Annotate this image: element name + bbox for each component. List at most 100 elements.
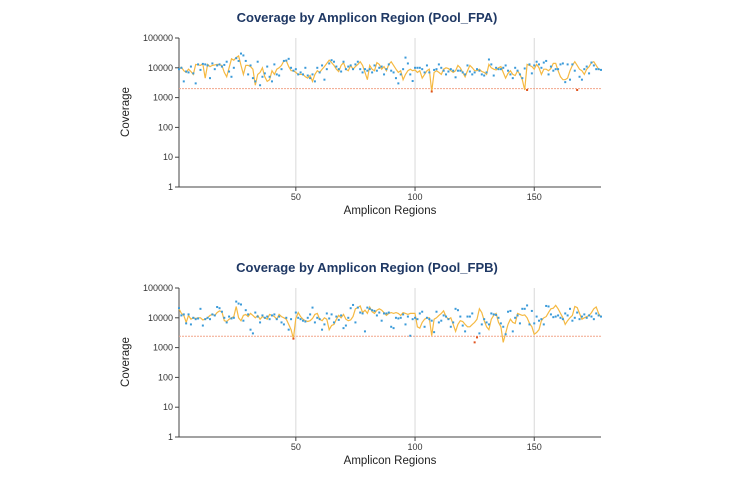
coverage-point	[359, 311, 362, 314]
coverage-point	[600, 68, 602, 71]
coverage-point	[306, 74, 309, 77]
coverage-point	[547, 305, 550, 308]
coverage-point	[552, 316, 555, 319]
coverage-point	[239, 303, 242, 306]
coverage-point	[416, 66, 419, 69]
coverage-point	[480, 323, 483, 326]
coverage-point	[363, 330, 366, 333]
coverage-point	[530, 72, 533, 75]
coverage-point	[440, 319, 443, 322]
coverage-point	[499, 322, 502, 325]
coverage-point	[533, 322, 536, 325]
coverage-point	[182, 80, 185, 83]
coverage-point	[366, 69, 369, 72]
coverage-point	[442, 314, 445, 317]
coverage-point	[299, 318, 302, 321]
coverage-point	[425, 316, 428, 319]
coverage-point	[526, 304, 529, 307]
coverage-point	[449, 68, 452, 71]
coverage-point	[487, 58, 490, 61]
coverage-point	[380, 319, 383, 322]
coverage-point	[454, 307, 457, 310]
coverage-point	[452, 321, 455, 324]
coverage-point	[418, 312, 421, 315]
coverage-line	[178, 54, 602, 92]
coverage-point	[211, 62, 214, 65]
coverage-point	[311, 73, 314, 76]
coverage-point	[368, 68, 371, 71]
y-tick-label: 10	[163, 402, 173, 412]
coverage-point	[490, 312, 493, 315]
coverage-point	[266, 315, 269, 318]
low-coverage-point	[430, 90, 433, 93]
coverage-point	[347, 316, 350, 319]
coverage-point	[530, 309, 533, 312]
x-tick-label: 150	[527, 192, 542, 202]
coverage-point	[399, 73, 402, 76]
coverage-point	[371, 71, 374, 74]
coverage-point	[373, 309, 376, 312]
coverage-point	[352, 303, 355, 306]
coverage-point	[225, 321, 228, 324]
coverage-point	[263, 316, 266, 319]
coverage-point	[189, 65, 192, 68]
coverage-point	[268, 318, 271, 321]
coverage-point	[514, 316, 517, 319]
coverage-point	[425, 64, 428, 67]
coverage-point	[232, 66, 235, 69]
coverage-point	[588, 72, 591, 75]
coverage-point	[549, 313, 552, 316]
coverage-point	[366, 306, 369, 309]
coverage-point	[499, 68, 502, 71]
coverage-point	[573, 69, 576, 72]
coverage-point	[504, 333, 507, 336]
y-axis-label: Coverage	[120, 337, 132, 387]
coverage-point	[378, 311, 381, 314]
coverage-point	[194, 318, 197, 321]
coverage-point	[578, 318, 581, 321]
coverage-point	[492, 313, 495, 316]
coverage-point	[542, 323, 545, 326]
coverage-point	[390, 69, 393, 72]
coverage-point	[452, 69, 455, 72]
coverage-point	[509, 309, 512, 312]
coverage-point	[571, 63, 574, 66]
coverage-point	[406, 62, 409, 65]
coverage-point	[266, 65, 269, 68]
coverage-point	[244, 309, 247, 312]
coverage-point	[278, 315, 281, 318]
chart-pool-fpb: Coverage by Amplicon Region (Pool_FPB) A…	[120, 260, 602, 467]
coverage-point	[442, 69, 445, 72]
y-tick-label: 100000	[143, 33, 173, 43]
coverage-point	[285, 316, 288, 319]
coverage-point	[280, 321, 283, 324]
coverage-point	[516, 69, 519, 72]
coverage-point	[535, 60, 538, 63]
coverage-point	[239, 52, 242, 55]
coverage-point	[332, 60, 335, 63]
coverage-point	[299, 71, 302, 74]
coverage-point	[390, 325, 393, 328]
coverage-point	[323, 323, 326, 326]
coverage-point	[473, 71, 476, 74]
coverage-point	[545, 59, 548, 62]
coverage-point	[480, 73, 483, 76]
coverage-point	[349, 64, 352, 67]
chart-title: Coverage by Amplicon Region (Pool_FPB)	[236, 260, 498, 275]
coverage-point	[263, 72, 266, 75]
coverage-point	[464, 73, 467, 76]
coverage-point	[423, 71, 426, 74]
coverage-point	[340, 70, 343, 73]
y-tick-label: 10000	[148, 313, 173, 323]
coverage-point	[344, 68, 347, 71]
coverage-point	[535, 315, 538, 318]
coverage-point	[411, 80, 414, 83]
coverage-point	[561, 318, 564, 321]
coverage-point	[437, 321, 440, 324]
coverage-point	[223, 316, 226, 319]
coverage-point	[273, 313, 276, 316]
coverage-point	[309, 313, 312, 316]
coverage-point	[588, 314, 591, 317]
x-tick-label: 100	[408, 442, 423, 452]
coverage-point	[242, 54, 245, 57]
